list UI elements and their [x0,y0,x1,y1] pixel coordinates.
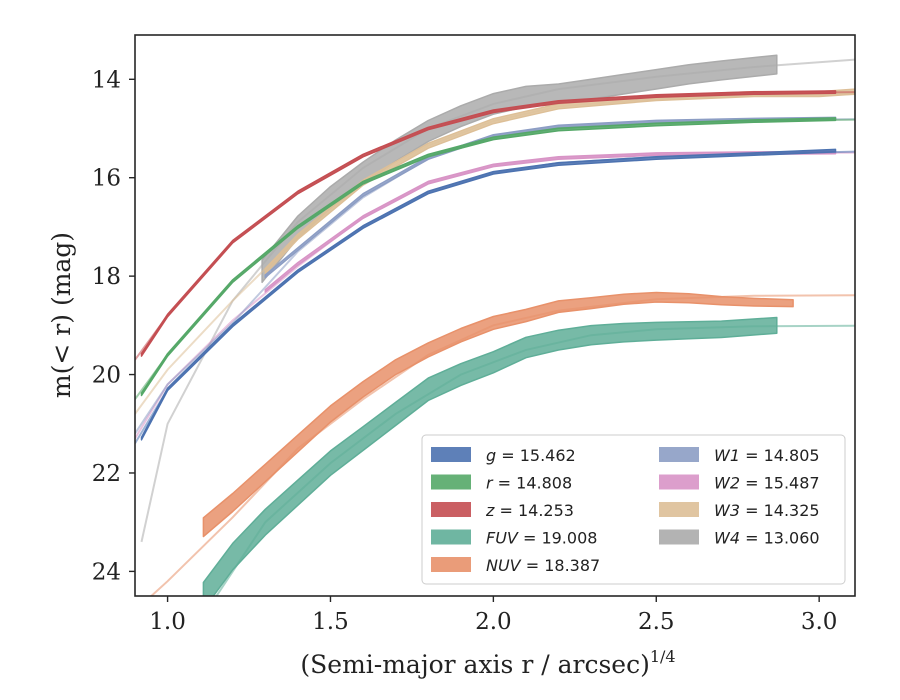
legend-swatch-r [431,474,471,490]
y-tick-label: 24 [92,559,121,585]
y-tick-label: 16 [92,166,121,192]
series-layer [135,54,855,596]
x-tick-label: 1.0 [149,609,186,635]
legend-label-fuv: FUV = 19.008 [486,529,597,548]
legend-entry-g: g = 15.462 [431,446,576,465]
legend-swatch-w1 [659,447,699,462]
series-g-data-band [140,148,837,441]
y-tick-label: 22 [92,461,121,487]
y-axis-ticks: 14 16 18 20 22 24 [92,67,135,585]
legend-entry-w4: W4 = 13.060 [659,529,820,548]
legend-swatch-g [431,447,471,462]
y-tick-label: 14 [92,67,121,93]
legend-entry-nuv: NUV = 18.387 [431,556,600,575]
legend-entry-w2: W2 = 15.487 [659,474,820,493]
x-axis-label: (Semi-major axis r / arcsec)1/4 [300,647,675,679]
x-tick-label: 3.0 [801,609,838,635]
y-tick-label: 20 [92,363,121,389]
plot-frame [134,34,856,597]
legend-entry-fuv: FUV = 19.008 [431,529,597,548]
series-nuv [149,291,855,596]
y-axis-label: m(< r) (mag) [47,232,76,398]
legend-label-w4: W4 = 13.060 [714,529,820,548]
legend-swatch-fuv [431,529,471,545]
series-g [135,148,855,444]
x-axis-ticks: 1.0 1.5 2.0 2.5 3.0 [149,596,837,635]
y-tick-label: 18 [92,264,121,290]
series-nuv-data-band [202,291,794,538]
legend: g = 15.462 r = 14.808 z = 14.253 FUV = 19.0… [421,434,846,585]
legend-swatch-w4 [659,529,699,545]
legend-entry-w1: W1 = 14.805 [659,446,820,465]
series-w2 [135,150,855,440]
series-z-data-band [140,90,837,357]
series-r [135,117,855,400]
series-z [135,90,855,361]
legend-swatch-w2 [659,474,699,490]
legend-swatch-nuv [431,557,471,572]
x-tick-label: 2.5 [638,609,675,635]
x-tick-label: 2.0 [475,609,512,635]
legend-label-nuv: NUV = 18.387 [486,556,600,575]
x-tick-label: 1.5 [312,609,349,635]
series-w2-data-band [264,150,837,293]
legend-label-w2: W2 = 15.487 [714,474,820,493]
legend-entry-w3: W3 = 14.325 [659,501,820,520]
legend-label-r: r = 14.808 [486,474,572,493]
series-r-data-band [140,117,837,397]
legend-label-g: g = 15.462 [486,446,576,465]
legend-label-w1: W1 = 14.805 [714,446,820,465]
legend-label-z: z = 14.253 [485,501,574,520]
legend-label-w3: W3 = 14.325 [714,501,820,520]
legend-entry-r: r = 14.808 [431,474,572,493]
legend-swatch-z [431,502,471,517]
legend-entry-z: z = 14.253 [431,501,574,520]
series-w4-data-band [261,54,778,284]
legend-swatch-w3 [659,502,699,517]
series-fuv [202,316,855,596]
series-fuv-data-band [202,316,778,596]
legend-frame [421,434,846,585]
